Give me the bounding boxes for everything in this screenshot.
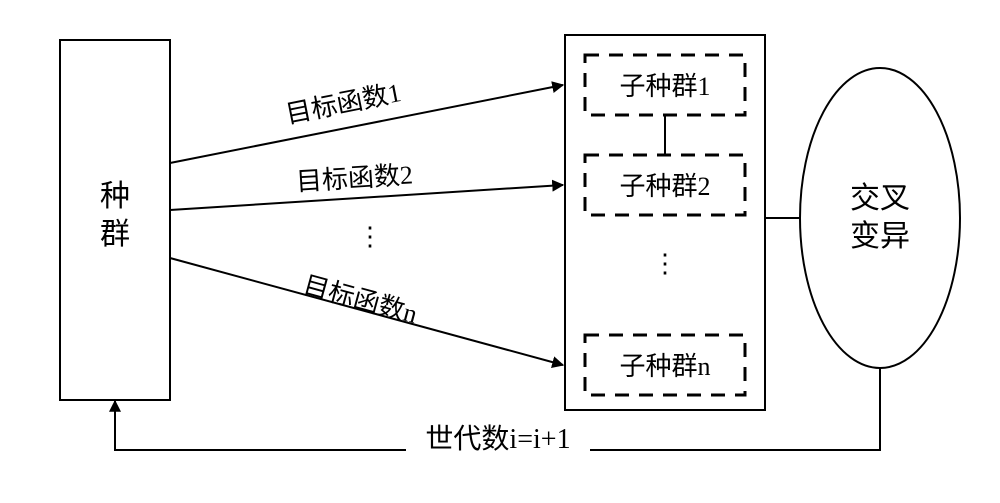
- objective-dots: ⋮: [357, 222, 383, 251]
- subpopulation-label-3: 子种群n: [619, 352, 710, 381]
- objective-label-2: 目标函数2: [295, 160, 414, 196]
- subpop-dots: ⋮: [652, 249, 678, 278]
- objective-label-3: 目标函数n: [300, 270, 421, 329]
- feedback-label: 世代数i=i+1: [425, 423, 570, 455]
- population-label-2: 群: [100, 218, 130, 251]
- objective-label-1: 目标函数1: [283, 78, 403, 129]
- subpopulation-label-1: 子种群1: [619, 72, 710, 101]
- population-label-1: 种: [100, 180, 130, 213]
- ellipse-label-1: 交叉: [850, 182, 910, 215]
- ellipse-label-2: 变异: [850, 220, 910, 253]
- subpopulation-label-2: 子种群2: [619, 172, 710, 201]
- crossover-mutation-ellipse: [800, 68, 960, 368]
